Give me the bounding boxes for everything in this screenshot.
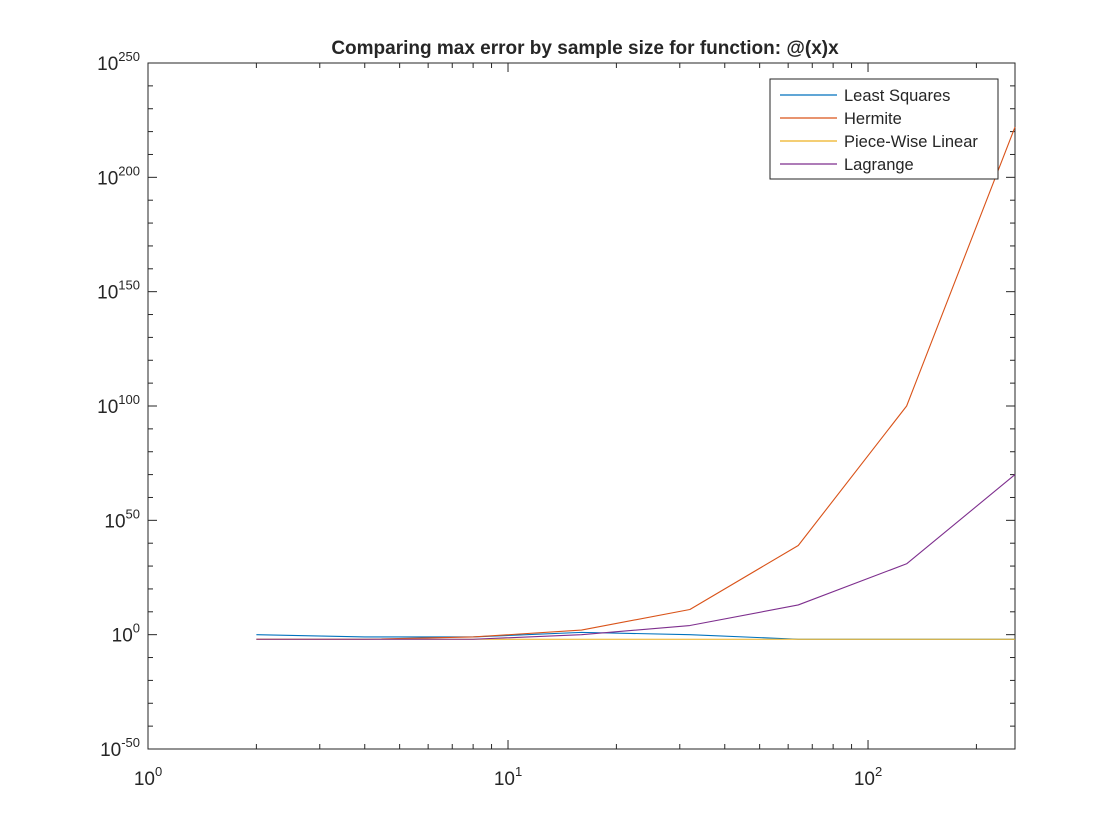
- y-tick-label: 10200: [97, 163, 140, 189]
- y-tick-exponent: 250: [118, 49, 140, 64]
- legend-box: [769, 78, 999, 180]
- x-tick-base: 10: [854, 769, 875, 790]
- y-tick-label: 1050: [104, 506, 140, 532]
- y-tick-exponent: 50: [126, 506, 140, 521]
- x-tick-exponent: 0: [155, 764, 162, 779]
- x-tick-label: 100: [134, 764, 162, 790]
- x-tick-exponent: 1: [515, 764, 522, 779]
- y-tick-base: 10: [97, 54, 118, 75]
- x-tick-label: 101: [494, 764, 522, 790]
- legend-label-lagrange: Lagrange: [844, 156, 914, 174]
- axis-ticks: 100 101 10210-5010010501010010150102001025…: [97, 49, 1015, 790]
- legend: Least Squares Hermite Piece-Wise Linear Lag…: [769, 78, 999, 180]
- legend-label-hermite: Hermite: [844, 110, 902, 128]
- y-tick-base: 10: [112, 626, 133, 647]
- y-tick-label: 100: [112, 621, 140, 647]
- y-tick-base: 10: [97, 283, 118, 304]
- y-tick-base: 10: [104, 511, 125, 532]
- legend-label-piece-wise-linear: Piece-Wise Linear: [844, 133, 978, 151]
- y-tick-exponent: 0: [133, 621, 140, 636]
- y-tick-base: 10: [97, 168, 118, 189]
- y-tick-base: 10: [100, 740, 121, 761]
- chart-title: Comparing max error by sample size for f…: [331, 38, 839, 59]
- x-tick-base: 10: [494, 769, 515, 790]
- series-line-lagrange: [256, 474, 1016, 640]
- y-tick-exponent: 100: [118, 392, 140, 407]
- x-tick-base: 10: [134, 769, 155, 790]
- series-lines: [256, 126, 1016, 640]
- y-tick-label: 10-50: [100, 735, 140, 761]
- legend-label-least-squares: Least Squares: [844, 87, 950, 105]
- y-tick-exponent: 200: [118, 163, 140, 178]
- x-tick-exponent: 2: [875, 764, 882, 779]
- y-tick-exponent: 150: [118, 278, 140, 293]
- y-tick-label: 10150: [97, 278, 140, 304]
- y-tick-label: 10250: [97, 49, 140, 75]
- y-tick-base: 10: [97, 397, 118, 418]
- y-tick-label: 10100: [97, 392, 140, 418]
- x-tick-label: 102: [854, 764, 882, 790]
- y-tick-exponent: -50: [121, 735, 140, 750]
